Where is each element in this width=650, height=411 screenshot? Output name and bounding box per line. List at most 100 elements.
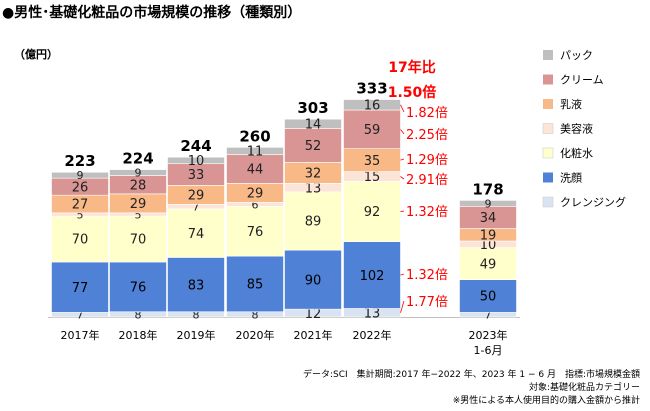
- data-label-lotion: 76: [247, 225, 264, 240]
- ratio-label: 1.77倍: [406, 295, 448, 310]
- legend-swatch-lotion: [542, 147, 554, 159]
- data-label-beauty: 15: [364, 170, 381, 185]
- data-label-lotion: 70: [72, 233, 89, 248]
- bar-segment-lotion: [109, 215, 167, 263]
- data-label-beauty: 10: [480, 238, 497, 253]
- data-label-pack: 9: [135, 167, 142, 180]
- data-label-lotion: 92: [364, 205, 381, 220]
- ratio-label: 2.91倍: [406, 173, 448, 188]
- data-label-milk: 29: [130, 197, 147, 212]
- legend-swatch-cream: [543, 74, 553, 85]
- data-label-milk: 32: [305, 167, 322, 182]
- ratio-leader-line: [400, 129, 405, 135]
- data-label-cleansing: 7: [485, 309, 492, 322]
- x-tick-label: 2022年: [353, 328, 392, 342]
- data-label-lotion: 74: [188, 227, 205, 242]
- x-tick-label: 1-6月: [474, 344, 503, 357]
- ratio-label: 1.32倍: [406, 205, 448, 220]
- data-label-cleanser: 77: [72, 281, 89, 296]
- ratio-label: 1.32倍: [406, 268, 448, 283]
- data-label-cream: 26: [72, 180, 89, 195]
- legend-label-milk: 乳液: [560, 97, 582, 111]
- data-label-cleansing: 13: [364, 306, 381, 321]
- data-label-milk: 29: [188, 189, 205, 204]
- legend-swatch-pack: [543, 50, 553, 60]
- legend-label-pack: パック: [560, 49, 593, 62]
- data-label-cream: 28: [130, 178, 147, 193]
- ratio-total-label: 1.50倍: [388, 84, 437, 101]
- bar-segment-lotion: [343, 181, 401, 242]
- data-label-beauty: 5: [135, 208, 142, 221]
- data-label-cleanser: 85: [247, 278, 264, 293]
- data-label-milk: 19: [480, 228, 497, 243]
- bar-segment-lotion: [459, 247, 517, 280]
- ratio-leader-line: [400, 300, 405, 313]
- data-label-cleanser: 83: [188, 278, 205, 293]
- x-tick-label: 2021年: [294, 328, 333, 342]
- data-label-beauty: 5: [77, 208, 84, 221]
- data-label-cream: 59: [364, 123, 381, 138]
- bar-total-label: 333: [356, 80, 387, 98]
- bar-total-label: 224: [122, 150, 153, 168]
- bar-total-label: 178: [472, 180, 503, 198]
- ratio-label: 1.29倍: [406, 153, 448, 168]
- data-label-cream: 33: [188, 168, 205, 183]
- legend-swatch-beauty: [542, 123, 554, 134]
- data-label-beauty: 6: [252, 198, 259, 211]
- data-label-cream: 34: [480, 211, 497, 226]
- bar-segment-pack: [109, 169, 167, 176]
- data-label-pack: 11: [247, 145, 264, 160]
- data-label-lotion: 70: [130, 233, 147, 248]
- legend-label-cleansing: クレンジング: [560, 195, 626, 209]
- bar-segment-pack: [459, 200, 517, 207]
- y-axis-unit-label: （億円）: [14, 48, 58, 61]
- bar-segment-cleanser: [343, 241, 401, 309]
- bar-total-label: 244: [180, 137, 211, 155]
- x-tick-label: 2018年: [119, 328, 158, 342]
- data-label-beauty: 13: [305, 181, 322, 196]
- bar-segment-pack: [284, 118, 342, 129]
- bar-total-label: 223: [64, 152, 95, 170]
- data-label-beauty: 7: [193, 201, 200, 214]
- legend-swatch-cleansing: [542, 196, 554, 208]
- data-label-cleansing: 12: [305, 307, 322, 322]
- data-label-cleanser: 76: [130, 281, 147, 296]
- legend-label-beauty: 美容液: [560, 122, 593, 136]
- footer-target-line: 対象:基礎化粧品カテゴリー: [528, 383, 640, 393]
- data-label-cream: 44: [247, 163, 264, 178]
- ratio-label: 2.25倍: [406, 128, 448, 143]
- data-label-pack: 14: [305, 117, 322, 132]
- data-label-pack: 16: [364, 98, 381, 113]
- bar-segment-cleanser: [284, 249, 342, 310]
- x-tick-label: 2019年: [177, 328, 216, 342]
- data-label-cleansing: 8: [135, 308, 142, 321]
- legend-swatch-milk: [543, 99, 553, 109]
- bar-segment-cream: [284, 128, 342, 163]
- data-label-cleansing: 7: [77, 309, 84, 322]
- data-label-pack: 10: [188, 154, 205, 169]
- data-label-milk: 29: [247, 187, 264, 202]
- data-label-cleansing: 8: [193, 308, 200, 321]
- data-label-cream: 52: [305, 139, 322, 154]
- data-label-lotion: 89: [305, 215, 322, 230]
- bar-segment-cleanser: [459, 279, 517, 313]
- footer-source-line: データ:SCI 集計期間:2017 年−2022 年、2023 年 1 − 6 …: [302, 370, 640, 380]
- data-label-milk: 35: [364, 154, 381, 169]
- bar-segment-lotion: [167, 208, 225, 258]
- ratio-leader-line: [400, 210, 405, 212]
- bar-segment-pack: [226, 147, 284, 155]
- bar-segment-pack: [167, 156, 225, 165]
- bar-segment-lotion: [284, 191, 342, 251]
- legend-label-cream: クリーム: [560, 74, 604, 87]
- ratio-leader-line: [400, 273, 405, 276]
- data-label-cleanser: 90: [305, 273, 322, 288]
- footer-note-line: ※男性による本人使用目的の購入金額から推計: [452, 396, 640, 406]
- data-label-lotion: 49: [480, 257, 497, 272]
- bar-segment-pack: [51, 171, 109, 179]
- data-label-cleanser: 102: [360, 269, 385, 284]
- ratio-leader-line: [400, 176, 405, 180]
- data-label-cleansing: 8: [252, 308, 259, 321]
- chart-title: ●男性･基礎化粧品の市場規模の推移（種類別）: [2, 5, 302, 21]
- bar-total-label: 260: [239, 127, 270, 145]
